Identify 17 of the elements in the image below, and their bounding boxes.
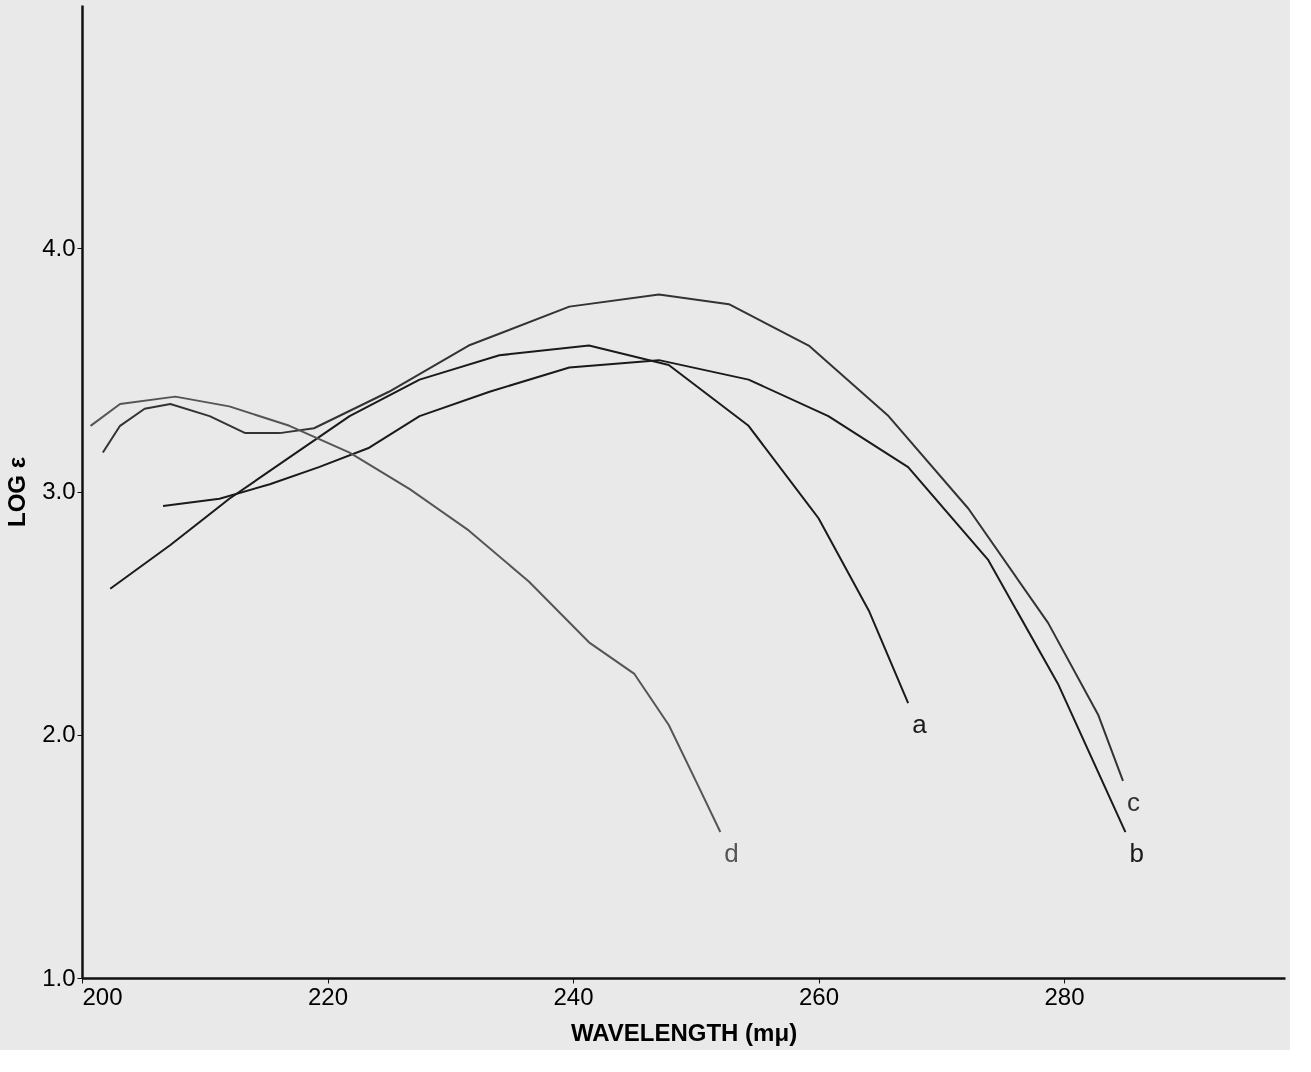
series-label: d xyxy=(724,838,739,869)
x-tick-label: 220 xyxy=(307,982,349,1010)
line-series xyxy=(89,395,722,834)
x-tick-label: 260 xyxy=(799,982,840,1010)
line-series xyxy=(101,293,1124,782)
series-label: a xyxy=(912,709,928,740)
y-tick-label: 3.0 xyxy=(42,477,76,504)
x-axis-title: WAVELENGTH (mμ) xyxy=(570,1018,798,1046)
x-tick-label: 280 xyxy=(1044,982,1085,1010)
y-tick-label: 1.0 xyxy=(42,963,76,991)
y-axis-title: LOG ε xyxy=(3,456,31,528)
x-tick-label: 200 xyxy=(82,982,123,1010)
series-label: c xyxy=(1126,786,1140,817)
x-tick-label: 240 xyxy=(553,982,594,1010)
y-tick-label: 4.0 xyxy=(42,233,76,261)
y-tick-label: 2.0 xyxy=(42,720,76,748)
series-label: b xyxy=(1129,838,1144,869)
